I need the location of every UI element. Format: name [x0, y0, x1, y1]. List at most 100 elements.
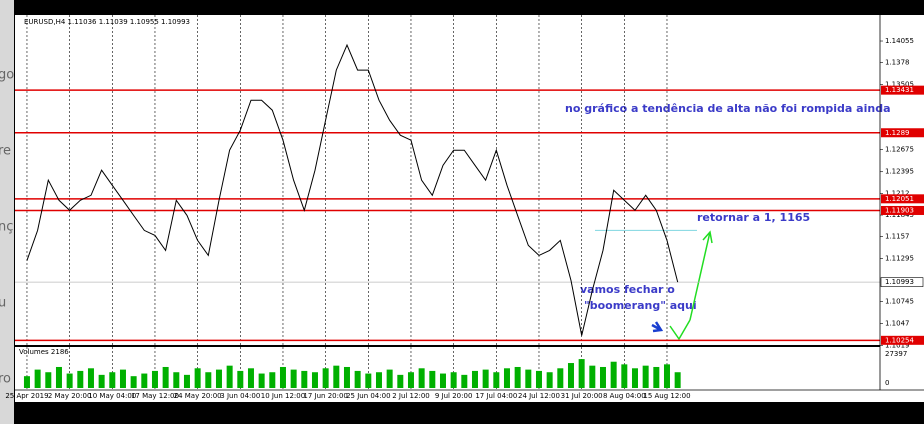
volume-bar [429, 370, 436, 388]
volume-bar [119, 369, 126, 388]
volume-bar [23, 376, 30, 388]
volume-bar [194, 368, 201, 388]
volume-bar [663, 364, 670, 388]
volume-bar [461, 374, 468, 388]
volume-bar [141, 373, 148, 388]
background-text: re [0, 144, 11, 159]
volume-bar [205, 372, 212, 388]
side-panel [0, 0, 14, 424]
volume-bar [503, 368, 510, 388]
background-text: ro [0, 372, 11, 387]
y-tick-label: 1.11295 [885, 254, 914, 262]
volume-bar [162, 366, 169, 388]
volume-bar [514, 366, 521, 388]
y-tick-label: 1.14055 [885, 37, 914, 45]
volume-title: Volumes 2186 [19, 348, 69, 356]
volume-bar [482, 369, 489, 388]
x-tick-label: 24 Jul 12:00 [518, 392, 560, 400]
x-tick-label: 2 May 20:00 [48, 392, 92, 400]
background-text: go [0, 68, 14, 83]
y-tick-label: 1.1378 [885, 59, 910, 67]
level-tag [881, 335, 924, 345]
background-text: nç [0, 220, 13, 235]
y-tick-label: 1.10745 [885, 298, 914, 306]
volume-tick-label: 0 [885, 379, 889, 387]
x-tick-label: 17 Jul 04:00 [475, 392, 517, 400]
volume-bar [183, 374, 190, 388]
volume-bar [365, 373, 372, 388]
x-tick-label: 25 Apr 2019 [5, 392, 48, 400]
green-arrow [669, 230, 713, 341]
volume-bar [55, 366, 62, 388]
level-label: 1.10254 [885, 336, 914, 344]
level-tag [881, 205, 924, 215]
y-tick-label: 1.1212 [885, 189, 910, 197]
volume-bar [301, 370, 308, 388]
volume-bar [215, 369, 222, 388]
volume-bar [397, 374, 404, 388]
volume-bar [45, 372, 52, 388]
x-tick-label: 25 Jun 04:00 [346, 392, 390, 400]
volume-bar [631, 368, 638, 388]
annotation: "boomerang" aqui [584, 299, 697, 312]
x-tick-label: 17 May 12:00 [131, 392, 179, 400]
level-label: 1.1289 [885, 129, 910, 137]
volume-bar [557, 368, 564, 388]
x-tick-label: 8 Aug 04:00 [603, 392, 646, 400]
x-tick-label: 17 Jun 20:00 [303, 392, 347, 400]
volume-bar [642, 365, 649, 388]
volume-bar [386, 369, 393, 388]
volume-bar [237, 370, 244, 388]
y-tick-label: 1.11845 [885, 211, 914, 219]
x-tick-label: 24 May 20:00 [174, 392, 222, 400]
volume-bar [621, 364, 628, 388]
volume-bar [109, 372, 116, 388]
volume-bar [77, 370, 84, 388]
volume-bar [407, 372, 414, 388]
volume-bar [247, 368, 254, 388]
y-tick-label: 1.1019 [885, 341, 910, 349]
background-text: u [0, 296, 6, 311]
volume-bar [311, 372, 318, 388]
x-tick-label: 9 Jul 20:00 [435, 392, 473, 400]
volume-bar [354, 370, 361, 388]
annotation: vamos fechar o [580, 283, 675, 296]
volume-bar [589, 365, 596, 388]
volume-bar [493, 372, 500, 388]
volume-bar [173, 372, 180, 388]
level-label: 1.12051 [885, 195, 914, 203]
volume-bar [450, 372, 457, 388]
y-tick-label: 1.12675 [885, 146, 914, 154]
volume-bar [674, 372, 681, 388]
volume-bar [653, 366, 660, 388]
price-line-series [26, 43, 679, 336]
x-tick-label: 2 Jul 12:00 [392, 392, 430, 400]
price-panel [15, 15, 880, 345]
price-tag [880, 277, 924, 287]
y-tick-label: 1.1157 [885, 233, 910, 241]
volume-bar [87, 368, 94, 388]
volume-bar [567, 363, 574, 388]
volume-bar [439, 373, 446, 388]
y-tick-label: 1.1047 [885, 319, 910, 327]
level-tag [881, 85, 924, 95]
price-label: 1.10993 [885, 278, 914, 286]
volume-tick-label: 27397 [885, 350, 907, 358]
volume-bar [258, 373, 265, 388]
volume-bar [599, 366, 606, 388]
volume-bar [471, 370, 478, 388]
level-tag [881, 194, 924, 204]
volume-bar [98, 374, 105, 388]
x-tick-label: 15 Aug 12:00 [643, 392, 690, 400]
volume-bar [578, 359, 585, 388]
volume-bar [322, 368, 329, 388]
annotation: retornar a 1, 1165 [697, 211, 810, 224]
volume-bar [226, 365, 233, 388]
chart-title: EURUSD,H4 1.11036 1.11039 1.10955 1.1099… [24, 18, 190, 26]
volume-bar [375, 372, 382, 388]
y-tick-label: 1.13505 [885, 80, 914, 88]
volume-bar [34, 369, 41, 388]
blue-arrow [651, 321, 664, 333]
volume-bar [535, 370, 542, 388]
